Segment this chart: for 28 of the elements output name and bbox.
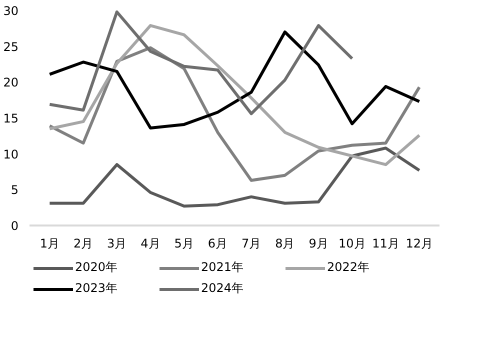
x-tick-label: 12月 [406,236,433,250]
y-tick-label: 5 [10,183,19,198]
line-series [48,10,354,116]
legend-label: 2023年 [75,280,119,297]
x-tick-label: 10月 [338,236,366,250]
line-series [48,146,421,208]
legend-label: 2020年 [75,259,119,276]
line-series [48,30,421,130]
y-tick-label: 30 [3,4,19,18]
y-tick-label: 15 [3,112,19,126]
x-tick-label: 6月 [208,236,228,250]
y-tick-label: 25 [3,40,19,54]
legend-label: 2021年 [201,259,245,276]
x-tick-label: 8月 [275,236,295,250]
x-tick-label: 2月 [73,236,94,250]
legend-label: 2022年 [327,259,371,276]
x-tick-label: 1月 [40,236,60,250]
x-tick-label: 7月 [241,236,262,250]
line-series [48,24,421,166]
x-tick-label: 9月 [308,236,328,250]
x-tick-label: 5月 [174,236,194,250]
y-tick-label: 20 [3,76,19,90]
x-tick-label: 3月 [107,236,127,250]
legend-label: 2024年 [201,280,245,297]
y-tick-label: 10 [3,147,19,162]
y-tick-label: 0 [10,219,19,233]
x-tick-label: 11月 [372,236,400,250]
x-tick-label: 4月 [140,236,160,250]
